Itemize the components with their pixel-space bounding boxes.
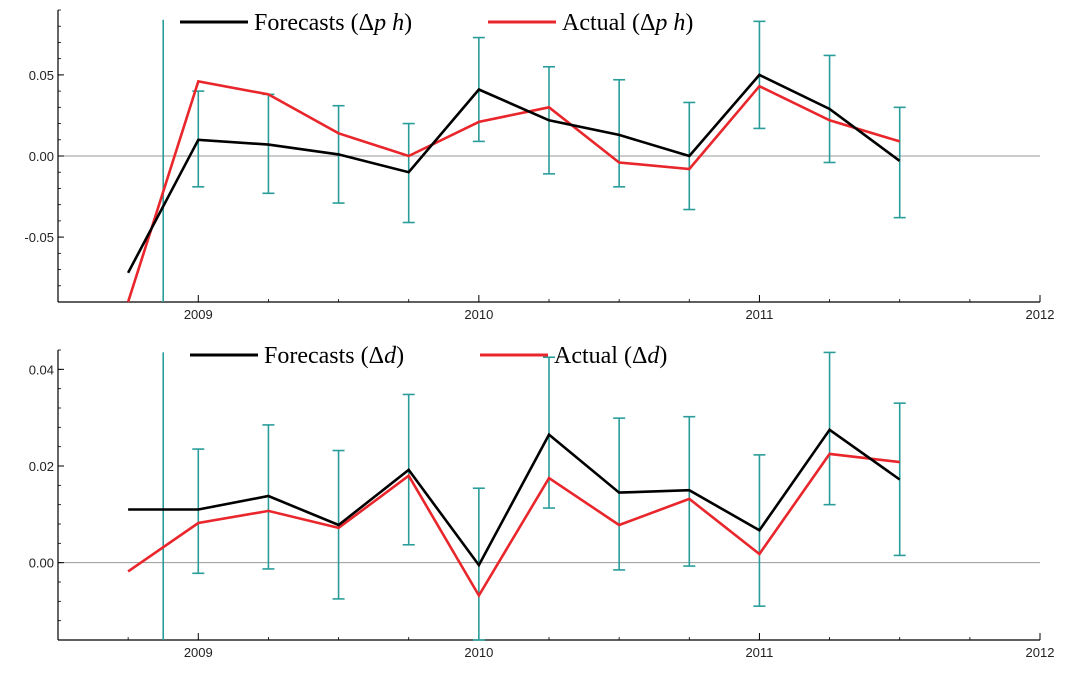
x-tick-label: 2010 (464, 307, 493, 322)
legend-close: ) (685, 10, 693, 36)
actual-series-line (126, 79, 901, 303)
x-tick-label: 2011 (745, 307, 773, 322)
x-tick-label: 2012 (1026, 307, 1055, 322)
y-tick-label: 0.00 (29, 556, 54, 571)
y-tick-label: 0.05 (29, 68, 54, 83)
legend-text: Actual (Δ (554, 343, 647, 369)
y-tick-label: -0.05 (24, 230, 54, 245)
legend-label-actual: Actual (Δd) (554, 343, 667, 369)
bottom-panel-d: 0.00 0.02 0.04 2009 2010 2011 2012 Forecasts (Δ… (29, 343, 1055, 660)
x-tick-label: 2010 (464, 645, 493, 660)
x-tick-label: 2009 (184, 307, 213, 322)
legend-close: ) (396, 343, 404, 369)
y-tick-label: 0.00 (29, 149, 54, 164)
legend-label-actual: Actual (Δp h) (562, 10, 693, 36)
legend-variable: p h (372, 10, 404, 36)
legend-text: Forecasts (Δ (264, 343, 384, 369)
actual-series-line (127, 452, 900, 599)
legend-close: ) (404, 10, 412, 36)
y-tick-label: 0.02 (29, 459, 54, 474)
x-tick-label: 2009 (184, 645, 213, 660)
legend-variable: d (384, 343, 397, 369)
legend-label-forecasts: Forecasts (Δd) (264, 343, 404, 369)
legend-variable: d (647, 343, 660, 369)
legend-text: Actual (Δ (562, 10, 655, 36)
legend-close: ) (659, 343, 667, 369)
top-panel-ph: -0.05 0.00 0.05 2009 2010 2011 2012 Forecasts (… (24, 9, 1055, 322)
legend-variable: p h (653, 10, 685, 36)
forecast-series-line (126, 73, 901, 274)
x-tick-label: 2011 (745, 645, 773, 660)
legend-label-forecasts: Forecasts (Δp h) (254, 10, 412, 36)
y-tick-label: 0.04 (29, 362, 54, 377)
legend-text: Forecasts (Δ (254, 10, 374, 36)
forecast-series-line (128, 427, 901, 568)
x-tick-label: 2012 (1026, 645, 1055, 660)
